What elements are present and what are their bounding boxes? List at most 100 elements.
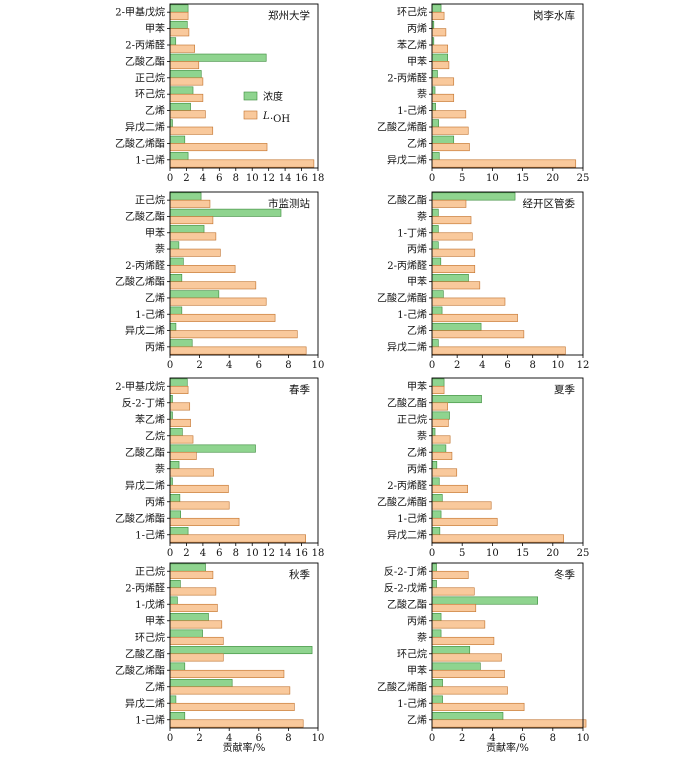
category-label: 1-己烯 (397, 512, 427, 525)
bar-loh (169, 534, 306, 543)
category-label: 1-己烯 (397, 104, 427, 117)
bar-loh (169, 702, 295, 711)
bar-concentration (169, 712, 186, 721)
category-label: 2-丙烯醛 (125, 581, 165, 594)
x-tick-label: 6 (519, 733, 525, 744)
bar-concentration (431, 613, 442, 622)
x-tick-label: 10 (312, 360, 325, 371)
bar-loh (169, 28, 190, 37)
bar-loh (431, 313, 518, 322)
category-label: 丙烯 (407, 243, 427, 256)
x-tick-label: 2 (454, 360, 460, 371)
category-label: 乙酸乙烯酯 (377, 121, 427, 134)
panel-title: 经开区管委 (523, 197, 576, 210)
category-label: 1-戊烯 (135, 598, 165, 611)
bar-loh (431, 517, 498, 526)
bar-loh (169, 570, 214, 579)
x-tick-label: 10 (551, 360, 564, 371)
category-label: 甲苯 (145, 22, 165, 35)
category-label: 1-己烯 (135, 713, 165, 726)
bar-concentration (169, 135, 186, 144)
category-label: 苯乙烯 (135, 413, 165, 426)
bar-concentration (169, 20, 188, 29)
bar-concentration (169, 662, 186, 671)
panel-title: 郑州大学 (268, 9, 310, 22)
x-tick-label: 4 (200, 548, 206, 559)
x-tick-label: 25 (577, 173, 590, 184)
bar-concentration (431, 241, 439, 250)
bar-concentration (431, 679, 443, 688)
bar-concentration (431, 510, 442, 519)
bar-loh (169, 126, 214, 135)
category-label: 异戊二烯 (125, 324, 165, 337)
category-label: 乙烯 (145, 104, 165, 117)
legend-swatch-concentration (243, 91, 258, 101)
bar-concentration (431, 102, 436, 111)
bar-concentration (169, 428, 183, 437)
bar-loh (431, 28, 447, 37)
bar-loh (169, 110, 206, 119)
category-label: 环己烷 (135, 631, 165, 644)
bar-loh (169, 435, 194, 444)
bar-concentration (169, 241, 180, 250)
category-label: 正己烷 (135, 194, 165, 207)
bar-concentration (431, 152, 440, 161)
bar-concentration (431, 225, 439, 234)
bar-concentration (431, 86, 436, 95)
bar-concentration (169, 70, 202, 79)
category-label: 1-丁烯 (397, 226, 427, 239)
bar-concentration (431, 395, 482, 404)
x-tick-label: 0 (429, 360, 435, 371)
bar-concentration (169, 102, 191, 111)
bar-loh (431, 653, 502, 662)
bar-loh (431, 126, 469, 135)
category-label: 乙酸乙烯酯 (115, 664, 165, 677)
bar-loh (431, 346, 566, 355)
x-tick-label: 6 (216, 173, 222, 184)
category-label: 甲苯 (407, 380, 427, 393)
bar-loh (169, 61, 200, 70)
bar-concentration (169, 322, 177, 331)
bar-loh (431, 265, 476, 273)
bar-concentration (169, 695, 177, 704)
bar-loh (169, 636, 224, 645)
bar-concentration (169, 208, 282, 217)
bar-loh (431, 385, 445, 394)
bar-loh (169, 199, 211, 208)
bar-loh (169, 587, 217, 596)
x-tick-label: 15 (516, 548, 529, 559)
bar-concentration (431, 274, 469, 282)
bar-loh (431, 281, 481, 290)
bar-concentration (431, 4, 442, 13)
x-tick-label: 2 (183, 173, 189, 184)
category-label: 乙烯 (407, 713, 427, 726)
bar-concentration (169, 339, 193, 348)
bar-loh (169, 385, 189, 394)
bar-concentration (169, 257, 184, 266)
bar-concentration (431, 411, 450, 420)
bar-concentration (431, 646, 471, 655)
x-tick-label: 2 (459, 733, 465, 744)
category-label: 2-丙烯醛 (125, 259, 165, 272)
category-label: 丙烯 (407, 614, 427, 627)
bar-loh (431, 620, 486, 629)
panel-title: 秋季 (289, 568, 310, 581)
category-label: 1-己烯 (135, 153, 165, 166)
category-label: 异戊二烯 (387, 153, 427, 166)
category-label: 甲苯 (145, 226, 165, 239)
bar-loh (169, 468, 214, 477)
bar-loh (431, 435, 451, 444)
bar-loh (431, 11, 445, 20)
bar-loh (169, 603, 218, 612)
bar-loh (169, 313, 276, 322)
category-label: 萘 (417, 211, 427, 223)
x-tick-label: 25 (577, 548, 590, 559)
category-label: 1-己烯 (397, 308, 427, 321)
bar-loh (169, 501, 230, 510)
category-label: 正己烷 (135, 565, 165, 578)
x-tick-label: 14 (279, 173, 292, 184)
category-label: 1-己烯 (135, 528, 165, 541)
category-label: 乙烷 (145, 429, 165, 442)
bar-concentration (169, 444, 256, 453)
